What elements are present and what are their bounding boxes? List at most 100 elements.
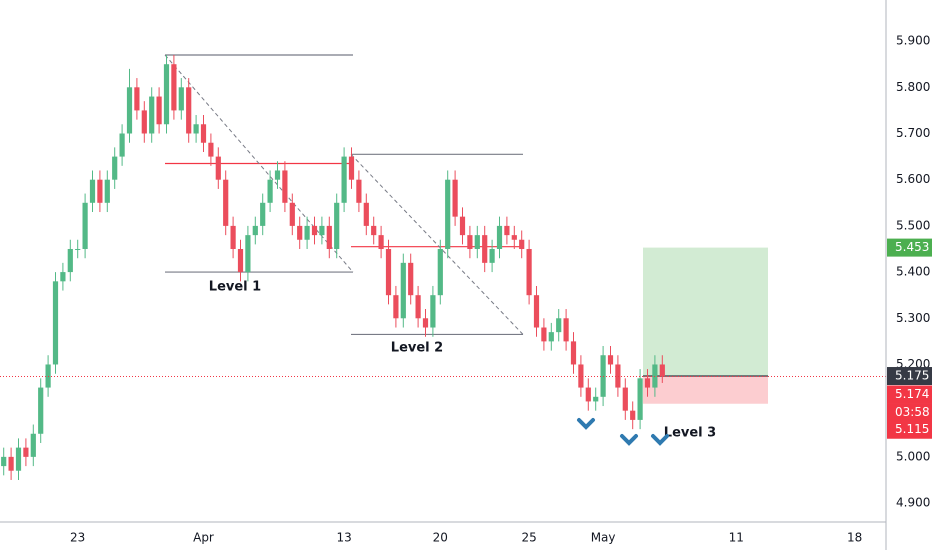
y-tick-label: 5.300 (896, 311, 930, 325)
candle-body (541, 327, 547, 342)
candle-body (348, 156, 355, 180)
check-icon (620, 434, 638, 446)
candle-body (326, 225, 332, 249)
y-tick-label: 5.900 (896, 34, 930, 48)
overlay: Level 1 Level 2 Level 3 (0, 280, 886, 441)
check-icon (577, 418, 595, 430)
price-tag-label: 5.174 (895, 387, 929, 401)
x-tick-label: 25 (521, 531, 536, 545)
candle-body (60, 272, 66, 282)
candle-body (452, 179, 458, 217)
y-tick-label: 5.000 (896, 449, 930, 463)
candle-body (215, 156, 221, 180)
candle-body (474, 235, 480, 249)
price-tag (887, 403, 932, 422)
drawings (164, 54, 768, 404)
candle-body (82, 202, 88, 249)
candle-body (237, 248, 244, 273)
level-label: Level 1 (209, 280, 261, 295)
stop-zone (643, 376, 768, 404)
y-tick-label: 5.800 (896, 80, 930, 94)
candle-body (430, 295, 436, 328)
price-tag (887, 238, 932, 257)
candle-body (89, 179, 96, 203)
candle-body (30, 433, 36, 457)
candle-body (363, 202, 369, 226)
axes: 4.9005.0005.1005.2005.3005.4005.5005.600… (70, 34, 932, 545)
x-tick-label: 20 (433, 531, 448, 545)
candle-body (163, 64, 170, 125)
candle-body (156, 96, 162, 125)
price-tag-label: 5.115 (895, 422, 929, 436)
candle-body (245, 235, 251, 273)
candle-body (141, 110, 147, 134)
candle-body (38, 387, 44, 434)
candle-body (504, 225, 510, 236)
candle-body (548, 332, 554, 342)
y-tick-label: 5.700 (896, 126, 930, 140)
candle-body (615, 364, 621, 388)
candle-body (637, 378, 643, 420)
candle-body (489, 248, 495, 263)
y-tick-label: 5.400 (896, 265, 930, 279)
check-icons (577, 418, 669, 446)
candle-body (149, 96, 155, 134)
candle-body (8, 456, 14, 471)
candle-body (511, 235, 517, 240)
x-tick-label: 13 (336, 531, 351, 545)
candle-body (304, 225, 310, 240)
candle-body (75, 248, 81, 250)
x-tick-label: May (591, 531, 616, 545)
x-tick-label: 23 (70, 531, 85, 545)
level-label: Level 2 (391, 341, 443, 356)
candle-body (223, 179, 229, 226)
candle-body (341, 156, 347, 203)
candle-body (593, 396, 599, 402)
candle-body (385, 248, 392, 296)
candle-body (97, 179, 103, 203)
candle-body (230, 225, 236, 249)
candle-body (467, 235, 473, 249)
candle-body (52, 281, 59, 365)
candle-body (570, 341, 577, 365)
candle-body (422, 318, 429, 328)
candle-body (644, 378, 651, 388)
candle-body (171, 64, 177, 111)
candle-body (526, 248, 532, 296)
candle-body (311, 225, 318, 236)
check-icon (651, 434, 669, 446)
candle-body (119, 133, 125, 157)
target-zone (643, 247, 768, 377)
candle-body (67, 248, 73, 273)
candle-body (186, 87, 192, 134)
candle-body (400, 262, 406, 319)
candle-body (578, 364, 584, 388)
candle-body (267, 179, 273, 203)
price-tag (887, 420, 932, 439)
x-tick-label: 18 (847, 531, 862, 545)
candle-body (200, 124, 207, 143)
candle-body (408, 262, 414, 296)
candle-body (445, 179, 451, 249)
candle-body (193, 124, 199, 134)
price-tag-label: 5.453 (895, 240, 929, 254)
candle-body (378, 235, 384, 249)
candle-body (371, 225, 377, 236)
candle-body (556, 318, 562, 333)
candle-body (496, 225, 503, 249)
candle-body (297, 225, 303, 240)
candle-body (112, 156, 118, 180)
candle-body (282, 170, 288, 203)
candle-body (415, 295, 421, 319)
candle-body (23, 447, 29, 457)
x-tick-label: 11 (729, 531, 744, 545)
candle-body (393, 295, 399, 319)
candle-body (104, 179, 110, 203)
candle-body (533, 295, 540, 328)
y-tick-label: 5.500 (896, 218, 930, 232)
candle-body (630, 410, 636, 420)
candle-body (252, 225, 258, 236)
candle-body (260, 202, 266, 226)
